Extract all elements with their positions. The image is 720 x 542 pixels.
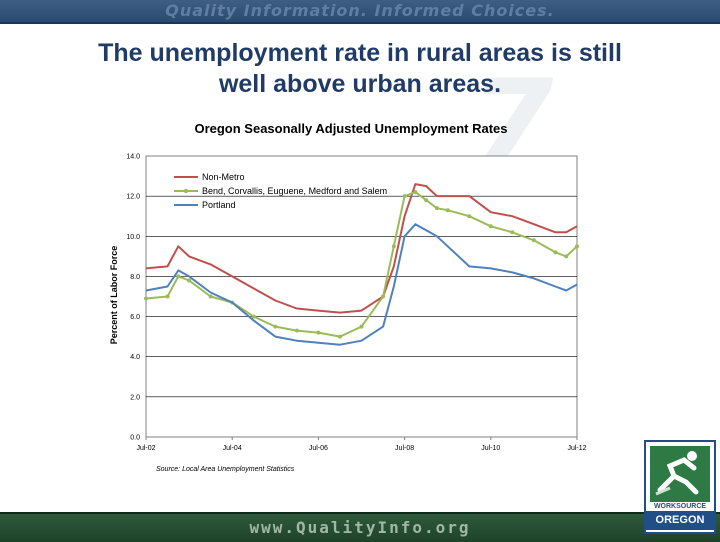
series-marker xyxy=(434,206,439,211)
series-marker xyxy=(187,278,192,283)
y-tick-label: 0.0 xyxy=(130,435,140,442)
series-marker xyxy=(176,274,181,279)
y-tick-label: 12.0 xyxy=(126,194,140,201)
series-marker xyxy=(391,244,396,249)
logo-line2: OREGON xyxy=(646,511,714,530)
series-marker xyxy=(273,324,278,329)
y-tick-label: 6.0 xyxy=(130,314,140,321)
series-marker xyxy=(424,198,429,203)
slide-title-line1: The unemployment rate in rural areas is … xyxy=(98,39,622,67)
series-marker xyxy=(445,208,450,213)
y-tick-labels: 0.0 2.0 4.0 6.0 8.0 10.0 12.0 14.0 xyxy=(126,154,140,442)
worksource-oregon-logo: WORKSOURCE OREGON xyxy=(644,440,716,534)
logo-line1: WORKSOURCE xyxy=(653,503,707,510)
x-tick-labels: Jul-02 Jul-04 Jul-06 Jul-08 Jul-10 Jul-12 xyxy=(136,437,587,452)
x-tick-label: Jul-08 xyxy=(395,445,414,452)
y-tick-label: 8.0 xyxy=(130,274,140,281)
series-marker xyxy=(251,314,256,319)
series-marker xyxy=(316,330,321,335)
legend-label: Bend, Corvallis, Euguene, Medford and Sa… xyxy=(202,186,387,196)
y-tick-label: 10.0 xyxy=(126,234,140,241)
slide-title: The unemployment rate in rural areas is … xyxy=(40,38,680,100)
y-axis-label: Percent of Labor Force xyxy=(109,246,119,345)
legend: Non-Metro Bend, Corvallis, Euguene, Medfo… xyxy=(174,172,387,210)
series-marker xyxy=(165,294,170,299)
series-marker xyxy=(467,214,472,219)
series-marker xyxy=(564,254,569,259)
series-marker xyxy=(402,194,407,199)
x-tick-label: Jul-06 xyxy=(309,445,328,452)
y-tick-label: 2.0 xyxy=(130,394,140,401)
series-marker xyxy=(208,294,213,299)
series-marker xyxy=(294,328,299,333)
x-tick-label: Jul-12 xyxy=(567,445,586,452)
series-marker xyxy=(553,250,558,255)
footer-url[interactable]: www.QualityInfo.org xyxy=(249,518,471,537)
series-marker xyxy=(510,230,515,235)
series-marker xyxy=(488,224,493,229)
legend-marker xyxy=(183,188,189,194)
top-banner: Quality Information. Informed Choices. xyxy=(0,0,720,24)
series-marker xyxy=(381,294,386,299)
slide-title-line2: well above urban areas. xyxy=(218,70,502,98)
unemployment-chart: Oregon Seasonally Adjusted Unemployment … xyxy=(109,121,587,473)
y-tick-label: 4.0 xyxy=(130,354,140,361)
series-marker xyxy=(575,244,579,249)
series-line-1 xyxy=(145,191,578,338)
tagline: Quality Information. Informed Choices. xyxy=(165,1,555,20)
series-lines xyxy=(144,183,579,346)
y-tick-label: 14.0 xyxy=(126,154,140,161)
series-marker xyxy=(531,238,536,243)
series-marker xyxy=(144,296,148,301)
legend-label: Portland xyxy=(202,200,236,210)
runner-icon xyxy=(650,446,710,502)
x-tick-label: Jul-04 xyxy=(223,445,242,452)
legend-label: Non-Metro xyxy=(202,172,245,182)
series-line-0 xyxy=(145,183,578,314)
series-marker xyxy=(337,334,342,339)
chart-title: Oregon Seasonally Adjusted Unemployment … xyxy=(194,121,507,136)
series-line-2 xyxy=(145,223,578,346)
series-marker xyxy=(413,190,418,195)
x-tick-label: Jul-10 xyxy=(481,445,500,452)
x-tick-label: Jul-02 xyxy=(136,445,155,452)
bottom-banner: www.QualityInfo.org xyxy=(0,512,720,542)
source-note: Source: Local Area Unemployment Statisti… xyxy=(156,466,295,473)
series-marker xyxy=(359,324,364,329)
